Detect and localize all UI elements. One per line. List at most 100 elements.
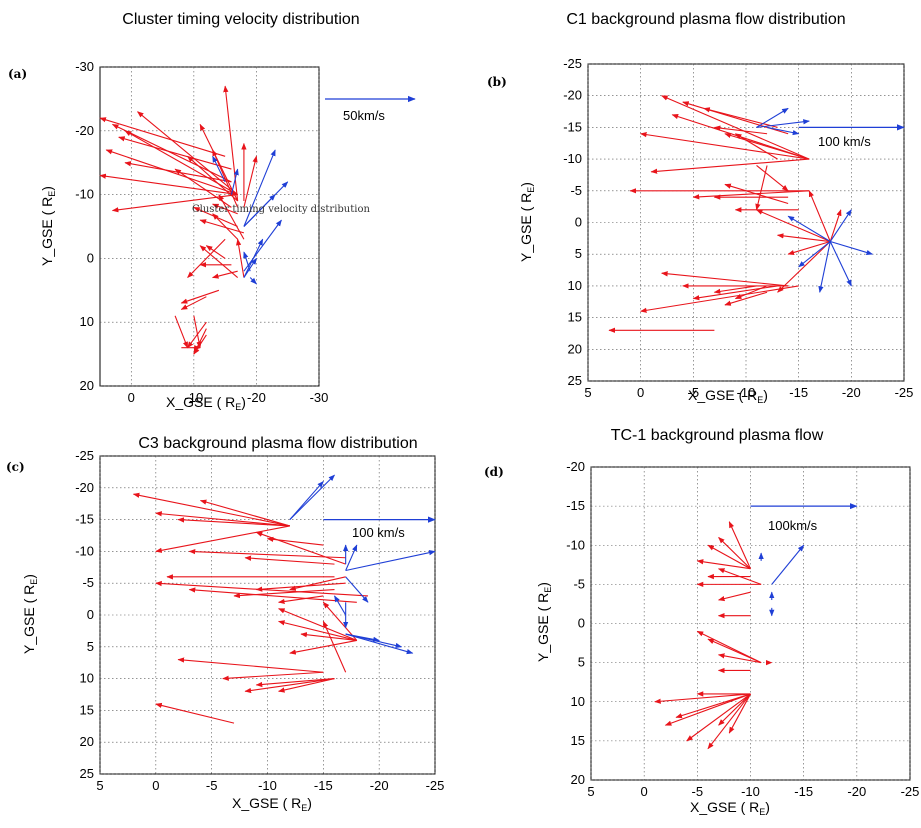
flow-vector-red (180, 296, 207, 310)
y-tick-label: 5 (578, 655, 585, 670)
flow-vector-red (322, 601, 358, 641)
flow-vector-red (132, 492, 290, 527)
vectors (608, 95, 905, 333)
y-tick-label: -20 (566, 459, 585, 474)
x-tick-label: -15 (789, 385, 808, 400)
x-axis-label-text: X_GSE ( R (688, 387, 757, 403)
grid (99, 455, 436, 775)
flow-vector-red (724, 132, 810, 160)
flow-vector-blue (798, 241, 831, 268)
y-tick-label: -15 (566, 498, 585, 513)
x-axis-label: X_GSE ( RE) (690, 799, 770, 817)
y-tick-label: 20 (568, 341, 582, 356)
panel-a: Cluster timing velocity distribution (a)… (8, 11, 416, 412)
y-axis-label-sub: E (543, 587, 553, 593)
y-tick-label: -30 (75, 59, 94, 74)
flow-vector-red (640, 285, 799, 313)
y-tick-label: 0 (87, 607, 94, 622)
flow-vector-blue (289, 480, 324, 520)
y-tick-label: 15 (80, 702, 94, 717)
x-axis-label-sub: E (759, 807, 765, 817)
panel-title: Cluster timing velocity distribution (122, 11, 359, 28)
flow-vector-red (199, 219, 245, 234)
scale-label: 100 km/s (352, 525, 405, 540)
flow-vector-red (661, 95, 810, 160)
flow-vector-red (713, 285, 757, 294)
panel-title: C3 background plasma flow distribution (138, 435, 417, 452)
y-tick-label: -10 (75, 187, 94, 202)
x-tick-label: 0 (152, 778, 159, 793)
flow-vector-red (244, 678, 335, 694)
panel-tag: (c) (6, 460, 25, 474)
flow-vector-red (717, 591, 751, 602)
flow-vector-red (755, 165, 768, 211)
flow-vector-red (99, 117, 226, 157)
y-ticks: -20 -15 -10 -5 0 5 10 15 20 (566, 459, 585, 787)
flow-vector-blue (243, 238, 264, 278)
x-tick-label: -5 (688, 385, 700, 400)
vectors (99, 85, 289, 355)
x-tick-label: 5 (584, 385, 591, 400)
flow-vector-red (193, 334, 207, 355)
flow-vector-red (199, 245, 239, 278)
flow-vector-blue (829, 209, 852, 242)
flow-vector-blue (829, 241, 852, 287)
flow-vector-blue (345, 544, 358, 571)
flow-vector-red (300, 632, 357, 641)
flow-vector-blue (345, 633, 380, 642)
x-tick-label: -25 (895, 385, 914, 400)
flow-vector-red (99, 173, 238, 196)
x-tick-label: -5 (206, 778, 218, 793)
flow-vector-red (640, 132, 810, 160)
flow-vector-blue (249, 277, 257, 285)
x-tick-label: 5 (587, 784, 594, 799)
panel-title: C1 background plasma flow distribution (566, 11, 845, 28)
y-tick-label: -10 (563, 151, 582, 166)
flow-vector-red (718, 536, 751, 570)
flow-vector-red (734, 285, 768, 300)
y-tick-label: 25 (80, 766, 94, 781)
y-tick-label: -15 (75, 512, 94, 527)
flow-vector-red (155, 525, 290, 553)
x-axis-label-sub: E (301, 803, 307, 813)
grid (590, 466, 911, 781)
flow-vector-red (718, 693, 751, 726)
flow-vector-red (222, 671, 324, 681)
y-tick-label: 15 (568, 310, 582, 325)
flow-vector-red (661, 271, 789, 287)
panel-title: TC-1 background plasma flow (611, 427, 824, 444)
flow-vector-red (686, 693, 751, 742)
y-axis-label-text: Y_GSE ( R (39, 197, 55, 266)
flow-vector-red (187, 321, 207, 349)
flow-vector-blue (756, 107, 789, 128)
x-axis-label-sub: E (235, 402, 241, 412)
flow-vector-red (180, 289, 220, 304)
vectors (132, 474, 436, 724)
flow-vector-blue (243, 149, 276, 227)
x-ticks: 5 0 -5 -10 -15 -20 -25 (96, 778, 444, 793)
y-axis-label: Y_GSE ( RE) (39, 186, 57, 266)
scale-label: 50km/s (343, 108, 385, 123)
flow-vector-red (187, 238, 226, 279)
flow-vector-blue (345, 550, 436, 572)
grid (587, 63, 905, 382)
y-tick-label: 10 (571, 694, 585, 709)
y-tick-label: 20 (80, 378, 94, 393)
flow-vector-red (218, 194, 245, 240)
flow-vector-blue (345, 576, 369, 603)
flow-vector-red (188, 549, 346, 559)
flow-vector-red (199, 499, 290, 527)
flow-vector-red (717, 568, 762, 585)
y-tick-label: -25 (75, 448, 94, 463)
flow-vector-blue (243, 219, 282, 272)
y-tick-label: -5 (82, 575, 94, 590)
flow-vector-blue (243, 257, 257, 278)
x-tick-label: -25 (901, 784, 920, 799)
y-tick-label: -5 (570, 183, 582, 198)
flow-vector-red (664, 693, 751, 726)
flow-vector-red (177, 517, 290, 527)
flow-vector-red (707, 544, 751, 570)
flow-vector-red (755, 209, 831, 243)
x-axis-label-text: X_GSE ( R (232, 795, 301, 811)
x-ticks: 0 -10 -20 -30 (128, 390, 329, 405)
